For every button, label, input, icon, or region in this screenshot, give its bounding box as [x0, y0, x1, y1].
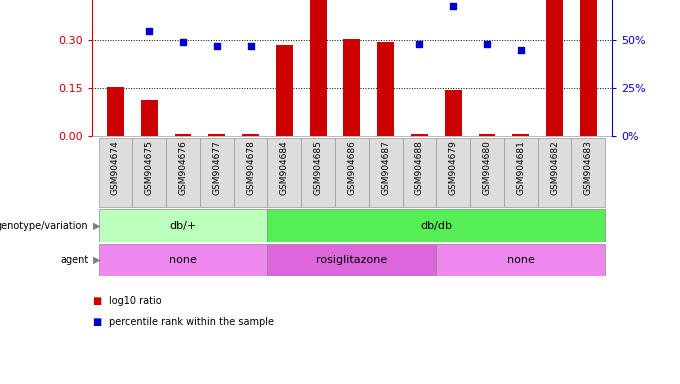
Text: db/db: db/db [420, 220, 452, 231]
FancyBboxPatch shape [369, 138, 403, 207]
Text: none: none [169, 255, 197, 265]
Text: rosiglitazone: rosiglitazone [316, 255, 388, 265]
Text: none: none [507, 255, 534, 265]
Bar [479, 134, 496, 136]
FancyBboxPatch shape [504, 138, 538, 207]
Bar [512, 134, 529, 136]
FancyBboxPatch shape [571, 138, 605, 207]
FancyBboxPatch shape [133, 138, 166, 207]
Bar [175, 134, 192, 136]
Bar [141, 99, 158, 136]
FancyBboxPatch shape [99, 209, 267, 242]
Point [143, 28, 154, 34]
Point [448, 3, 459, 9]
Text: GSM904684: GSM904684 [280, 140, 289, 195]
FancyBboxPatch shape [301, 138, 335, 207]
Bar [242, 134, 259, 136]
FancyBboxPatch shape [200, 138, 234, 207]
Text: percentile rank within the sample: percentile rank within the sample [109, 317, 274, 327]
Text: GSM904685: GSM904685 [313, 140, 322, 195]
Point [414, 41, 425, 47]
Text: GSM904677: GSM904677 [212, 140, 221, 195]
Bar [445, 90, 462, 136]
Bar [208, 134, 225, 136]
Text: agent: agent [60, 255, 88, 265]
FancyBboxPatch shape [267, 138, 301, 207]
FancyBboxPatch shape [538, 138, 571, 207]
Text: genotype/variation: genotype/variation [0, 220, 88, 231]
Text: db/+: db/+ [169, 220, 197, 231]
Point [245, 43, 256, 49]
Bar [343, 39, 360, 136]
Text: ■: ■ [92, 317, 101, 327]
Text: GSM904686: GSM904686 [347, 140, 356, 195]
Text: ▶: ▶ [93, 220, 101, 231]
FancyBboxPatch shape [267, 209, 605, 242]
Text: GSM904681: GSM904681 [516, 140, 525, 195]
Point [177, 39, 188, 45]
Text: log10 ratio: log10 ratio [109, 296, 161, 306]
Bar [309, 0, 326, 136]
FancyBboxPatch shape [99, 138, 133, 207]
Text: ▶: ▶ [93, 255, 101, 265]
FancyBboxPatch shape [335, 138, 369, 207]
Text: GSM904680: GSM904680 [483, 140, 492, 195]
Bar [411, 134, 428, 136]
FancyBboxPatch shape [403, 138, 437, 207]
FancyBboxPatch shape [470, 138, 504, 207]
Text: GSM904676: GSM904676 [179, 140, 188, 195]
Bar [107, 87, 124, 136]
Text: GSM904678: GSM904678 [246, 140, 255, 195]
Text: GSM904683: GSM904683 [584, 140, 593, 195]
FancyBboxPatch shape [437, 138, 470, 207]
Text: GSM904679: GSM904679 [449, 140, 458, 195]
Text: GSM904674: GSM904674 [111, 140, 120, 195]
FancyBboxPatch shape [166, 138, 200, 207]
Text: GSM904675: GSM904675 [145, 140, 154, 195]
Text: GSM904682: GSM904682 [550, 140, 559, 195]
Text: GSM904688: GSM904688 [415, 140, 424, 195]
Bar [377, 42, 394, 136]
Bar [276, 45, 293, 136]
FancyBboxPatch shape [234, 138, 267, 207]
FancyBboxPatch shape [267, 244, 437, 276]
Bar [546, 0, 563, 136]
Bar [580, 0, 597, 136]
Point [211, 43, 222, 49]
Point [515, 47, 526, 53]
Text: ■: ■ [92, 296, 101, 306]
Point [481, 41, 492, 47]
FancyBboxPatch shape [437, 244, 605, 276]
Text: GSM904687: GSM904687 [381, 140, 390, 195]
FancyBboxPatch shape [99, 244, 267, 276]
